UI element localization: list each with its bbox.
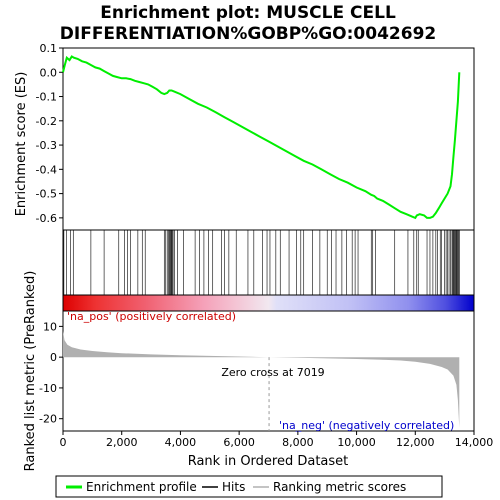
- es-y-tick-label: -0.5: [36, 188, 57, 201]
- metric-panel-frame: [62, 310, 475, 432]
- hits-markers: [63, 230, 460, 295]
- metric-y-tick-label: 10: [43, 320, 57, 333]
- metric-y-axis-label: Ranked list metric (PreRanked): [23, 271, 38, 472]
- zero-cross-label: Zero cross at 7019: [221, 366, 324, 379]
- legend-label-ranking-metric: Ranking metric scores: [273, 480, 406, 494]
- metric-y-tick-label: -20: [39, 413, 57, 426]
- ranking-heatmap-bar: [62, 294, 475, 312]
- legend-label-enrichment-profile: Enrichment profile: [86, 480, 197, 494]
- x-tick-label: 4,000: [165, 436, 197, 449]
- es-y-tick-label: 0.0: [40, 66, 58, 79]
- x-tick-label: 14,000: [455, 436, 494, 449]
- chart-title-line-1: Enrichment plot: MUSCLE CELL: [100, 3, 396, 23]
- x-tick-label: 12,000: [396, 436, 435, 449]
- es-y-axis: 0.1 0.0 -0.1 -0.2 -0.3 -0.4 -0.5 -0.6: [36, 42, 63, 225]
- es-y-tick-label: 0.1: [40, 42, 58, 55]
- x-axis: 0 2,000 4,000 6,000 8,000 10,000 12,000 14,000: [60, 431, 494, 449]
- es-y-tick-label: -0.4: [36, 163, 57, 176]
- positive-correlation-label: 'na_pos' (positively correlated): [67, 310, 236, 323]
- es-y-tick-label: -0.6: [36, 212, 57, 225]
- legend: Enrichment profile Hits Ranking metric s…: [55, 475, 443, 498]
- es-y-axis-label: Enrichment score (ES): [14, 72, 29, 217]
- x-tick-label: 8,000: [282, 436, 314, 449]
- ranking-metric-area: [63, 331, 460, 428]
- x-tick-label: 6,000: [223, 436, 255, 449]
- es-y-tick-label: -0.1: [36, 91, 57, 104]
- legend-frame: [55, 475, 443, 498]
- enrichment-profile-line: [62, 55, 461, 220]
- chart-title: Enrichment plot: MUSCLE CELL DIFFERENTIA…: [60, 3, 436, 44]
- x-tick-label: 10,000: [337, 436, 376, 449]
- legend-label-hits: Hits: [222, 480, 245, 494]
- es-y-tick-label: -0.3: [36, 139, 57, 152]
- negative-correlation-label: 'na_neg' (negatively correlated): [279, 419, 454, 432]
- metric-y-tick-label: 0: [50, 351, 57, 364]
- es-y-tick-label: -0.2: [36, 115, 57, 128]
- x-tick-label: 2,000: [106, 436, 138, 449]
- chart-title-line-2: DIFFERENTIATION%GOBP%GO:0042692: [60, 24, 436, 44]
- x-tick-label: 0: [60, 436, 67, 449]
- metric-y-axis: 10 0 -10 -20: [39, 320, 63, 426]
- hits-panel-frame: [62, 229, 475, 296]
- x-axis-label: Rank in Ordered Dataset: [188, 454, 349, 469]
- metric-y-tick-label: -10: [39, 382, 57, 395]
- es-panel-frame: [62, 47, 475, 231]
